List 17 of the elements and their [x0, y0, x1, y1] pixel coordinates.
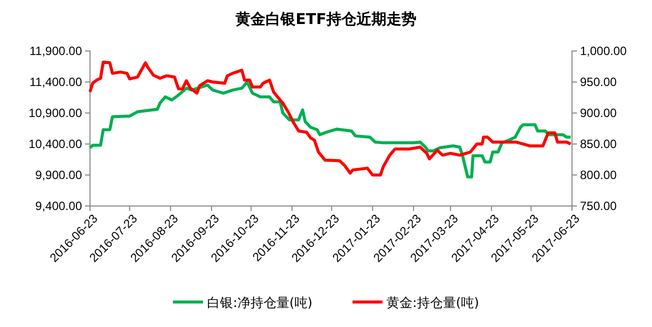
y2-tick-label: 750.00	[580, 198, 618, 213]
legend-label: 黄金:持仓量(吨)	[386, 296, 480, 311]
y2-tick-label: 800.00	[580, 168, 618, 182]
y-tick-label: 10,900.00	[28, 106, 82, 120]
legend-label: 白银:净持仓量(吨)	[206, 296, 312, 311]
y-tick-label: 11,900.00	[30, 44, 82, 58]
y-tick-label: 9,400.00	[35, 198, 82, 213]
y2-tick-label: 850.00	[580, 136, 618, 151]
y-tick-label: 10,400.00	[28, 136, 82, 151]
y-tick-label: 9,900.00	[35, 168, 82, 182]
y-tick-label: 11,400.00	[30, 74, 82, 89]
y2-tick-label: 950.00	[580, 74, 618, 89]
line-series	[88, 60, 572, 176]
line-series	[88, 80, 572, 178]
y2-tick-label: 1,000.00	[580, 44, 628, 58]
y2-tick-label: 900.00	[580, 106, 618, 120]
chart-title: 黄金白银ETF持仓近期走势	[234, 10, 416, 28]
